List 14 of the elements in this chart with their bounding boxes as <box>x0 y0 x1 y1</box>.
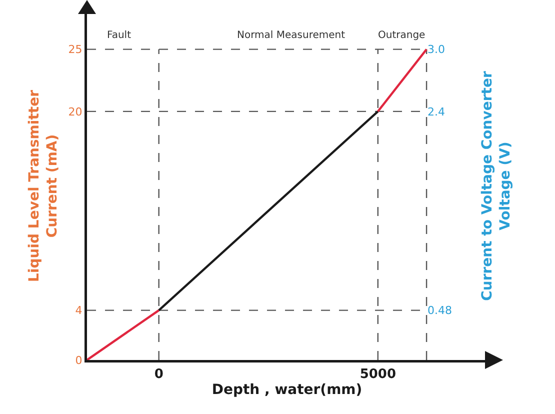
y-tick-label: 4 <box>75 304 82 318</box>
y-axis-title: Liquid Level Transmitter Current (mA) <box>26 90 61 282</box>
y2-tick-label: 2.4 <box>428 105 446 118</box>
annotation: Fault <box>107 30 132 41</box>
y-tick-label: 20 <box>68 105 82 118</box>
y-tick-label: 0 <box>75 354 82 367</box>
annotation: Normal Measurement <box>237 30 346 41</box>
y2-tick-label: 0.48 <box>428 304 452 318</box>
y2-axis-title: Current to Voltage Converter Voltage (V) <box>479 71 514 301</box>
x-axis-title: Depth , water(mm) <box>212 382 362 398</box>
annotation: Outrange <box>378 30 426 41</box>
x-tick-label: 5000 <box>360 367 396 382</box>
y2-tick-label: 3.0 <box>428 43 446 56</box>
y-tick-label: 25 <box>68 43 82 56</box>
